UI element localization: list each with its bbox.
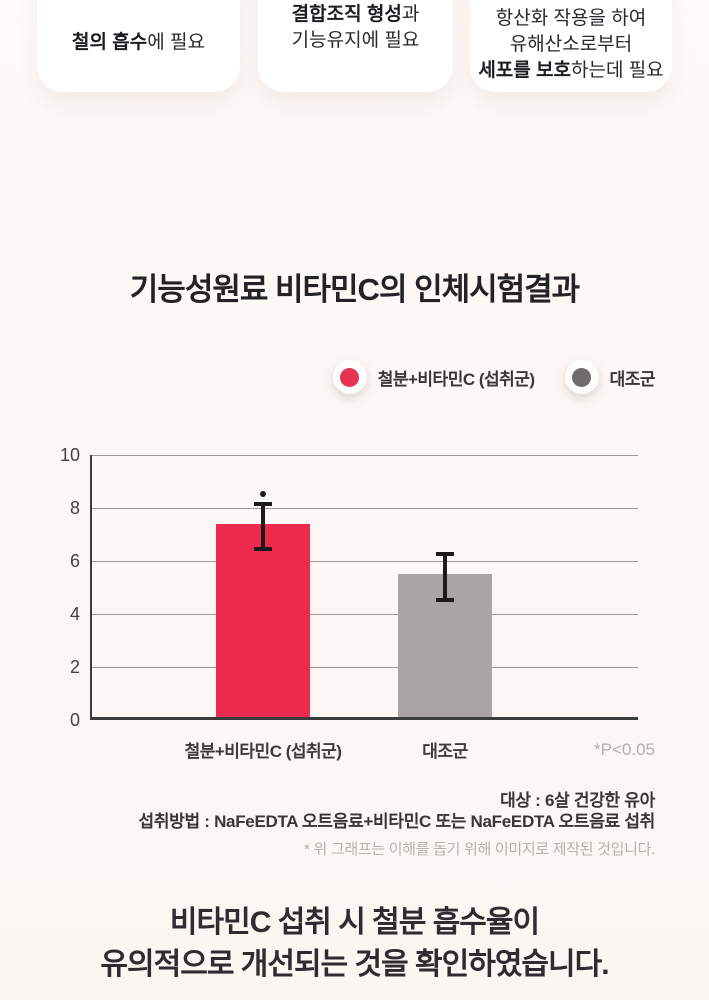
y-axis-tick-label: 8 bbox=[69, 498, 80, 518]
study-subject-note: 대상 : 6살 건강한 유아 bbox=[500, 791, 655, 810]
gridline bbox=[92, 667, 638, 668]
x-axis-category-label: 대조군 bbox=[422, 742, 468, 761]
benefit-card-iron-absorption: 철의 흡수에 필요 bbox=[37, 0, 240, 92]
gridline bbox=[92, 614, 638, 615]
benefit-card-text: 세포를 보호 bbox=[478, 60, 571, 81]
gridline bbox=[92, 508, 638, 509]
benefit-card-text: 유해산소로부터 bbox=[509, 34, 633, 55]
y-axis-tick-label: 2 bbox=[69, 657, 80, 677]
benefit-card-text: 기능유지에 필요 bbox=[291, 30, 420, 51]
benefit-card-text: 과 bbox=[401, 4, 420, 25]
benefit-card-connective-tissue: 결합조직 형성과 기능유지에 필요 bbox=[258, 0, 453, 92]
benefit-card-line: 세포를 보호하는데 필요 bbox=[478, 58, 663, 84]
error-bar-cap bbox=[436, 597, 454, 602]
benefit-card-text: 하는데 필요 bbox=[571, 60, 664, 81]
bar-chart: 0 2 4 6 8 10 철분+비타민C (섭취군) 대조군 bbox=[60, 445, 638, 761]
legend-gray-dot-icon bbox=[564, 360, 599, 394]
benefit-card-line: 결합조직 형성과 bbox=[292, 2, 420, 28]
legend-item-treatment: 철분+비타민C (섭취군) bbox=[332, 360, 535, 394]
benefit-card-text: 철의 흡수 bbox=[72, 32, 148, 53]
legend-item-control: 대조군 bbox=[564, 360, 656, 394]
legend-label-treatment: 철분+비타민C (섭취군) bbox=[377, 369, 535, 389]
study-method-note: 섭취방법 : NaFeEDTA 오트음료+비타민C 또는 NaFeEDTA 오트… bbox=[138, 812, 656, 831]
y-axis-tick-label: 6 bbox=[69, 551, 80, 571]
error-bar-cap bbox=[254, 501, 272, 506]
y-axis-tick-label: 10 bbox=[59, 445, 80, 465]
significance-dot bbox=[260, 490, 266, 497]
error-bar-cap bbox=[436, 552, 454, 557]
plot-area: 0 2 4 6 8 10 철분+비타민C (섭취군) 대조군 bbox=[60, 445, 638, 761]
benefit-card-text: 항산화 작용을 하여 bbox=[495, 8, 647, 29]
benefit-card-line: 유해산소로부터 bbox=[510, 32, 632, 58]
bar-treatment bbox=[216, 523, 310, 717]
conclusion-heading: 비타민C 섭취 시 철분 흡수율이 유의적으로 개선되는 것을 확인하였습니다. bbox=[0, 902, 709, 986]
gridline bbox=[92, 561, 638, 562]
chart-legend: 철분+비타민C (섭취군) 대조군 bbox=[332, 360, 656, 394]
legend-label-control: 대조군 bbox=[609, 369, 656, 389]
benefit-card-line: 항산화 작용을 하여 bbox=[496, 6, 646, 32]
y-axis-tick-label: 4 bbox=[69, 604, 80, 624]
benefit-card-text: 결합조직 형성 bbox=[291, 4, 402, 25]
chart-title: 기능성원료 비타민C의 인체시험결과 bbox=[129, 272, 580, 307]
benefit-card-line: 철의 흡수에 필요 bbox=[72, 30, 205, 56]
benefit-card-line: 기능유지에 필요 bbox=[292, 28, 420, 54]
error-bar bbox=[261, 502, 265, 551]
conclusion-line-2: 유의적으로 개선되는 것을 확인하였습니다. bbox=[100, 948, 609, 981]
legend-red-dot-icon bbox=[332, 360, 367, 394]
gridline bbox=[92, 455, 638, 456]
graph-disclaimer-note: * 위 그래프는 이해를 돕기 위해 이미지로 제작된 것입니다. bbox=[304, 841, 655, 858]
benefit-card-text: 에 필요 bbox=[147, 32, 205, 53]
p-value-annotation: *P<0.05 bbox=[594, 740, 655, 759]
conclusion-line-1: 비타민C 섭취 시 철분 흡수율이 bbox=[169, 906, 540, 939]
x-axis-category-label: 철분+비타민C (섭취군) bbox=[184, 742, 342, 761]
error-bar-cap bbox=[254, 547, 272, 552]
error-bar bbox=[443, 553, 447, 601]
y-axis-tick-label: 0 bbox=[69, 710, 80, 730]
